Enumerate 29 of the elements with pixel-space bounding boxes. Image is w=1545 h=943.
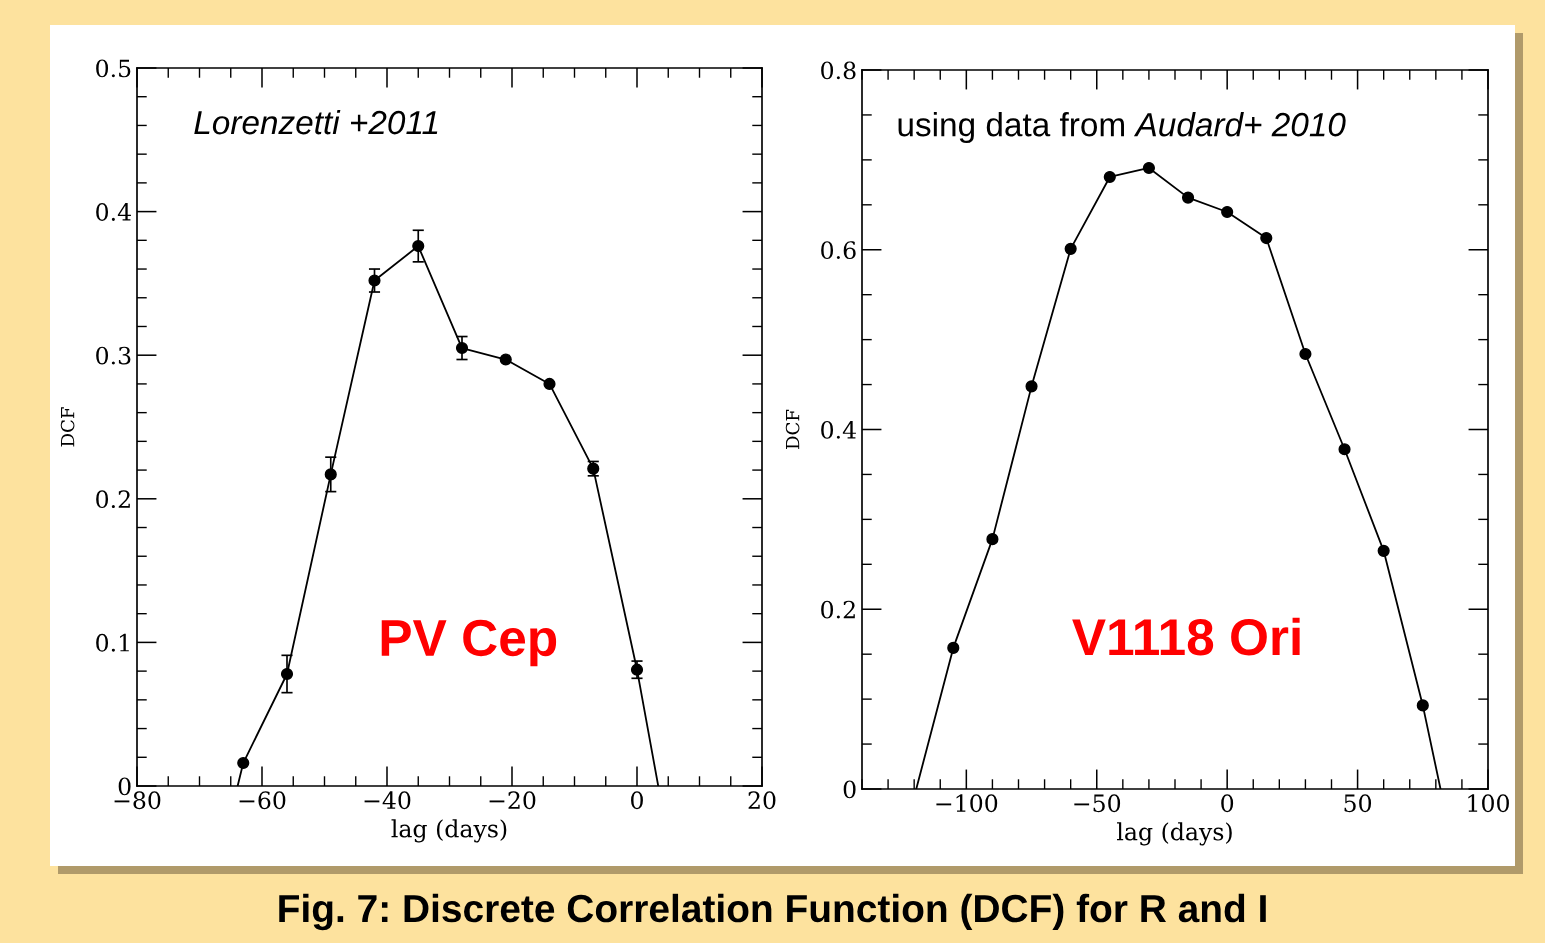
x-axis-title: lag (days) [1117,822,1232,846]
y-axis-title: DCF [60,407,75,447]
x-tick-label: 0 [1221,794,1234,813]
annotation: Audard+ 2010 [1133,111,1346,137]
y-axis-title: DCF [785,409,800,449]
x-axis-title: lag (days) [391,819,507,843]
y-tick-label: 0.2 [96,490,130,509]
y-tick-label: 0.4 [96,203,131,221]
x-tick-label: −60 [239,791,286,810]
y-tick-label: 0.1 [96,633,129,652]
y-tick-label: 0.3 [96,346,131,365]
annotation: PV Cep [381,619,557,667]
y-tick-label: 0.6 [821,241,856,260]
x-tick-label: 50 [1344,794,1372,813]
x-tick-label: −20 [489,791,536,810]
annotation: Lorenzetti +2011 [194,109,438,135]
x-tick-label: 100 [1468,794,1509,813]
annotation: V1118 Ori [1072,617,1300,656]
x-tick-label: −50 [1074,794,1121,813]
y-tick-label: 0.8 [821,61,856,80]
x-tick-label: 0 [631,791,643,810]
y-tick-label: 0.4 [821,420,856,439]
caption: Fig. 7: Discrete Correlation Function (DCF) for R and I [279,893,1266,931]
x-tick-label: 20 [748,791,776,810]
x-tick-label: −100 [936,794,998,813]
y-tick-label: 0.2 [821,600,855,619]
x-tick-label: −40 [364,791,411,810]
y-tick-label: 0.5 [96,59,131,78]
annotation: using data from [898,111,1124,144]
